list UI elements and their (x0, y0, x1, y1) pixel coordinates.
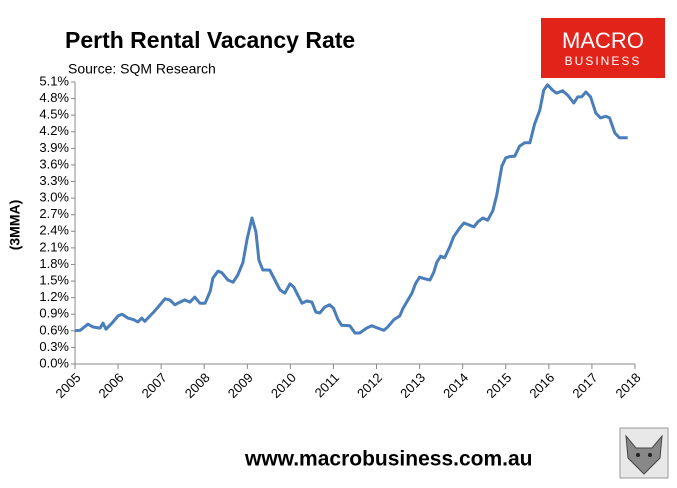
y-tick-label: 1.2% (39, 289, 69, 304)
wolf-icon (619, 427, 669, 479)
x-tick-label: 2005 (52, 370, 83, 401)
x-tick-label: 2007 (139, 370, 170, 401)
logo-text: MACRO (562, 28, 644, 53)
y-tick-label: 3.9% (39, 140, 69, 155)
chart-subtitle: Source: SQM Research (68, 61, 216, 77)
y-tick-label: 3.3% (39, 173, 69, 188)
x-tick-label: 2009 (225, 370, 256, 401)
y-tick-label: 0.0% (39, 355, 69, 370)
x-tick-label: 2017 (569, 370, 600, 401)
x-tick-label: 2011 (312, 370, 342, 400)
y-tick-label: 2.1% (39, 239, 69, 254)
y-tick-label: 5.1% (39, 73, 69, 88)
y-tick-label: 1.5% (39, 272, 69, 287)
x-tick-label: 2012 (354, 370, 385, 401)
x-tick-label: 2010 (268, 370, 299, 401)
footer: www.macrobusiness.com.au (244, 448, 532, 471)
x-tick-label: 2006 (96, 370, 127, 401)
line-series (74, 83, 628, 335)
y-tick-label: 2.7% (39, 206, 69, 221)
y-tick-label: 4.5% (39, 107, 69, 122)
y-tick-label: 3.0% (39, 190, 69, 205)
y-tick-label: 0.3% (39, 339, 69, 354)
x-tick-label: 2014 (440, 370, 471, 401)
x-tick-label: 2018 (612, 370, 643, 401)
y-tick-label: 0.6% (39, 322, 69, 337)
x-tick-label: 2008 (182, 370, 213, 401)
logo-text: BUSINESS (565, 54, 642, 68)
y-tick-label: 4.2% (39, 123, 69, 138)
y-tick-label: 3.6% (39, 156, 69, 171)
logo-box (541, 18, 665, 78)
chart-title: Perth Rental Vacancy Rate (65, 27, 355, 53)
y-axis-label: (3MMA) (7, 200, 23, 251)
y-tick-label: 2.4% (39, 223, 69, 238)
x-tick-label: 2015 (483, 370, 514, 401)
y-tick-label: 0.9% (39, 306, 69, 321)
x-tick-label: 2013 (397, 370, 428, 401)
y-tick-label: 4.8% (39, 90, 69, 105)
x-tick-label: 2016 (526, 370, 557, 401)
y-tick-label: 1.8% (39, 256, 69, 271)
